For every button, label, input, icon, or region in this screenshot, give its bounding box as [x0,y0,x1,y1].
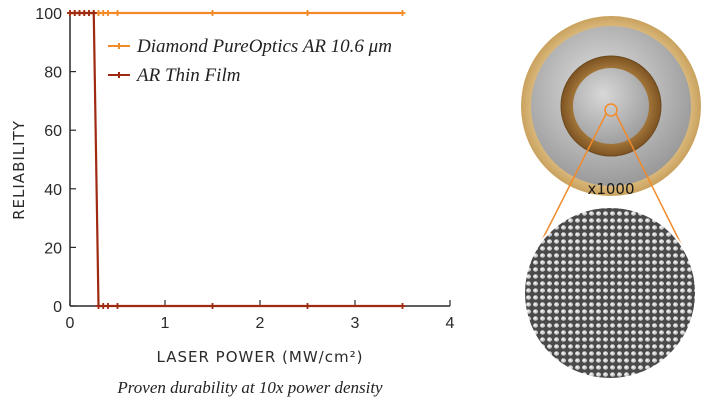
figure-caption: Proven durability at 10x power density [117,378,383,397]
y-tick-label: 20 [44,240,62,257]
legend-entry-diamond: Diamond PureOptics AR 10.6 μm [108,36,392,57]
y-ticks: 0 20 40 60 80 100 [35,6,76,316]
data-point [114,10,121,16]
data-point [209,10,216,16]
data-point [209,303,216,309]
legend-marker-thin-film [116,72,122,78]
series-layer [67,10,406,309]
data-point [304,303,311,309]
data-point [105,303,111,309]
x-tick-label: 4 [446,315,455,332]
microstructure-image [524,207,696,379]
y-tick-label: 0 [53,299,62,316]
data-point [399,10,406,16]
data-point [90,10,97,16]
y-tick-label: 80 [44,65,62,82]
x-ticks: 0 1 2 3 4 [66,300,455,332]
zoom-spot-marker [604,103,618,117]
zoom-connector-right [615,113,691,263]
x-tick-label: 3 [351,315,360,332]
magnification-label: x1000 [587,180,634,198]
y-axis-title: RELIABILITY [10,120,28,220]
optic-ring-edge [560,55,662,157]
x-tick-label: 0 [66,315,75,332]
legend: Diamond PureOptics AR 10.6 μm AR Thin Fi… [108,36,392,86]
x-axis-title: LASER POWER (MW/cm²) [157,348,364,366]
data-point [304,10,311,16]
optic-inset: x1000 [521,16,701,380]
x-tick-label: 2 [256,315,265,332]
data-point [105,10,111,16]
legend-label-diamond: Diamond PureOptics AR 10.6 μm [136,36,392,57]
data-point [114,303,121,309]
x-tick-label: 1 [161,315,170,332]
legend-entry-thin-film: AR Thin Film [108,65,240,86]
y-tick-label: 40 [44,182,62,199]
legend-marker-diamond [116,43,122,49]
legend-label-thin-film: AR Thin Film [135,65,240,86]
zoom-circle-border [523,206,697,380]
y-tick-label: 60 [44,123,62,140]
optic-window [573,68,649,144]
data-point [399,303,406,309]
y-tick-label: 100 [35,6,62,23]
